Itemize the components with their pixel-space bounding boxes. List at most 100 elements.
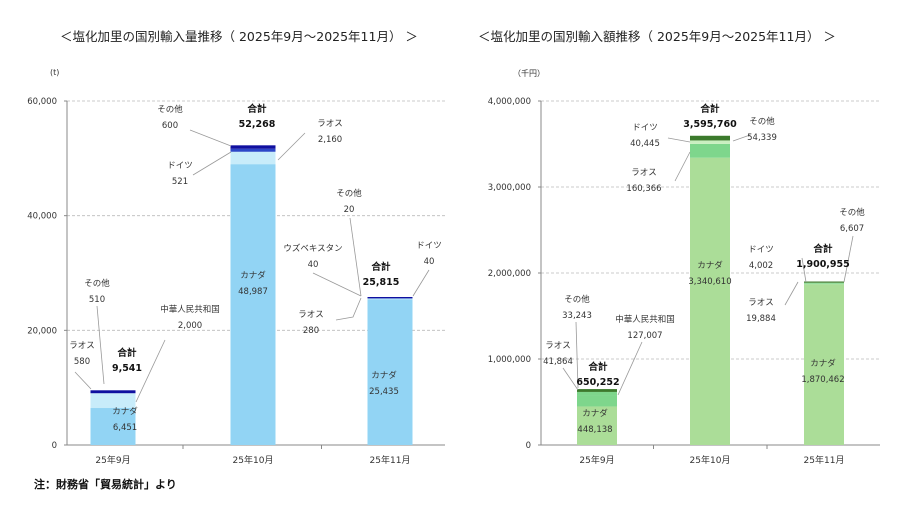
total-label: 合計: [371, 261, 391, 273]
segment-value-label: 521: [172, 177, 188, 187]
segment-name-label: その他: [564, 294, 590, 305]
segment-name-label: その他: [839, 207, 865, 218]
left-chart-title: ＜塩化加里の国別輸入量推移（ 2025年9月～2025年11月） ＞: [60, 29, 418, 44]
segment-value-label: 19,884: [746, 314, 776, 324]
total-label: 合計: [813, 243, 833, 255]
total-value-label: 25,815: [363, 277, 400, 288]
y-tick-label: 4,000,000: [488, 97, 531, 107]
segment-name-label: ドイツ: [632, 123, 658, 133]
bar-segment-中華人民共和国: [577, 395, 617, 407]
x-tick-label: 25年9月: [579, 454, 614, 466]
segment-name-label: その他: [157, 104, 183, 115]
segment-name-label: ドイツ: [416, 241, 442, 251]
segment-value-label: 510: [89, 295, 105, 305]
x-tick-label: 25年10月: [690, 454, 731, 466]
segment-value-label: 160,366: [626, 184, 661, 194]
bar-segment-その他: [90, 390, 136, 394]
segment-value-label: 40: [308, 260, 319, 270]
segment-name-label: カナダ: [582, 408, 608, 419]
leader-line: [674, 151, 691, 182]
leader-line: [617, 341, 643, 396]
segment-value-label: 41,864: [543, 357, 573, 367]
segment-name-label: カナダ: [371, 370, 397, 381]
segment-name-label: ラオス: [298, 310, 324, 320]
leader-line: [135, 339, 166, 403]
segment-name-label: ラオス: [545, 341, 571, 351]
segment-value-label: 4,002: [749, 261, 773, 271]
x-tick-label: 25年9月: [95, 454, 130, 466]
leader-line: [801, 257, 807, 283]
chart-value: [538, 100, 880, 449]
bar-segment-ラオス: [690, 143, 730, 158]
segment-value-label: 600: [162, 121, 178, 131]
total-value-label: 9,541: [112, 363, 142, 374]
y-tick-label: 3,000,000: [488, 183, 531, 193]
segment-value-label: 6,451: [113, 423, 137, 433]
right-y-unit: （千円）: [513, 69, 545, 78]
bar-segment-ラオス: [90, 393, 136, 397]
segment-value-label: 280: [303, 326, 319, 336]
segment-name-label: ラオス: [69, 341, 95, 351]
segment-name-label: ドイツ: [167, 161, 193, 171]
leader-line: [349, 217, 362, 297]
total-value-label: 650,252: [576, 377, 619, 388]
leader-line: [96, 305, 105, 385]
left-y-unit: (t): [50, 68, 60, 77]
leader-line: [843, 235, 854, 283]
y-tick-label: 2,000,000: [488, 269, 531, 279]
segment-value-label: 33,243: [562, 311, 592, 321]
bar-segment-その他: [804, 281, 844, 283]
segment-name-label: ラオス: [317, 119, 343, 129]
segment-value-label: 580: [74, 357, 90, 367]
segment-name-label: ラオス: [631, 168, 657, 178]
leader-line: [562, 367, 579, 391]
leader-line: [667, 137, 691, 143]
bar-segment-その他: [577, 389, 617, 392]
bar-segment-カナダ: [804, 284, 844, 445]
segment-name-label: その他: [84, 278, 110, 289]
x-tick-label: 25年11月: [370, 454, 411, 466]
segment-name-label: ウズベキスタン: [283, 243, 342, 254]
segment-value-label: 3,340,610: [688, 277, 731, 287]
bar-segment-ラオス: [230, 151, 276, 165]
total-label: 合計: [700, 103, 720, 115]
total-label: 合計: [117, 347, 137, 359]
total-label: 合計: [247, 103, 267, 115]
leader-line: [192, 151, 232, 176]
bar-segment-その他: [367, 296, 413, 299]
x-tick-label: 25年11月: [804, 454, 845, 466]
leader-line: [189, 129, 232, 147]
segment-name-label: 中華人民共和国: [615, 314, 675, 325]
segment-value-label: 54,339: [747, 133, 777, 143]
segment-name-label: カナダ: [810, 358, 836, 369]
y-tick-label: 60,000: [27, 97, 57, 107]
segment-value-label: 25,435: [369, 387, 399, 397]
bar-segment-カナダ: [230, 164, 276, 445]
total-value-label: 3,595,760: [683, 119, 737, 130]
total-value-label: 1,900,955: [796, 259, 850, 270]
total-value-label: 52,268: [239, 119, 276, 130]
segment-name-label: その他: [749, 116, 775, 127]
y-tick-label: 40,000: [27, 212, 57, 222]
leader-line: [74, 371, 92, 390]
bar-segment-ラオス: [577, 391, 617, 396]
segment-value-label: 48,987: [238, 287, 268, 297]
segment-name-label: 中華人民共和国: [160, 304, 220, 315]
bar-segment-中華人民共和国: [90, 396, 136, 409]
leader-line: [312, 272, 362, 297]
segment-name-label: ラオス: [748, 298, 774, 308]
y-tick-label: 0: [52, 441, 57, 451]
y-tick-label: 20,000: [27, 326, 57, 336]
y-tick-label: 1,000,000: [488, 355, 531, 365]
source-note: 注：財務省「貿易統計」より: [34, 478, 177, 491]
leader-line: [277, 132, 306, 161]
x-tick-label: 25年10月: [233, 454, 274, 466]
segment-value-label: 20: [344, 205, 355, 215]
segment-name-label: ドイツ: [748, 245, 774, 255]
bar-segment-カナダ: [690, 157, 730, 446]
bar-segment-その他: [230, 145, 276, 149]
segment-value-label: 1,870,462: [801, 375, 844, 385]
bar-segment-ドイツ: [690, 140, 730, 144]
